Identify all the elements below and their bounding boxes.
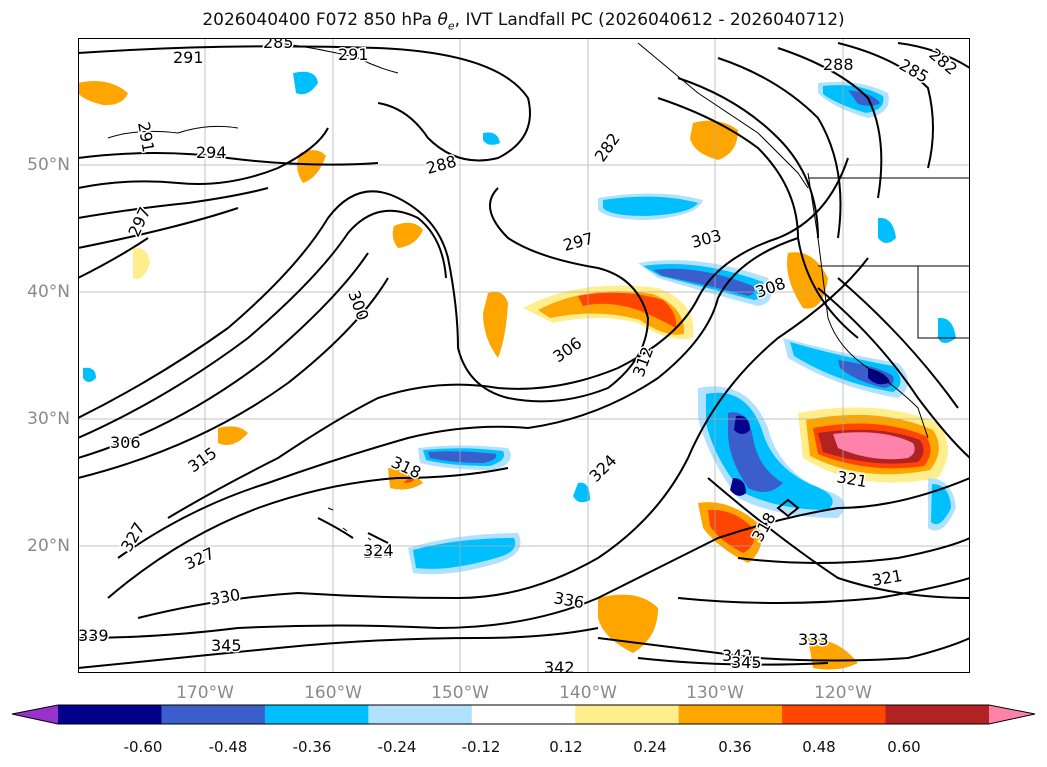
lon-label: 120°W bbox=[814, 683, 872, 703]
colorbar-cell bbox=[368, 705, 473, 724]
contour-label: 342 bbox=[722, 646, 753, 665]
colorbar-tick-label: 0.48 bbox=[802, 738, 836, 756]
colorbar-cell bbox=[782, 705, 887, 724]
contour-label: 306 bbox=[110, 433, 141, 452]
colorbar-tick-label: -0.60 bbox=[123, 738, 163, 756]
colorbar-cell bbox=[575, 705, 680, 724]
lon-label: 150°W bbox=[431, 683, 489, 703]
lat-label: 50°N bbox=[27, 155, 70, 175]
negative-blob bbox=[931, 484, 951, 525]
contour-label: 321 bbox=[835, 467, 868, 491]
contour-label: 324 bbox=[585, 451, 620, 486]
colorbar-tick-label: 0.24 bbox=[633, 738, 667, 756]
colorbar-tick-label: 0.60 bbox=[887, 738, 921, 756]
lon-label: 140°W bbox=[559, 683, 617, 703]
colorbar-cell bbox=[471, 705, 576, 724]
lat-label: 40°N bbox=[27, 282, 70, 302]
positive-blob bbox=[133, 247, 150, 279]
contour-label: 339 bbox=[78, 626, 109, 645]
contour-label: 306 bbox=[549, 333, 585, 366]
negative-blob bbox=[483, 132, 500, 145]
contour-label: 291 bbox=[134, 120, 158, 153]
negative-blob bbox=[603, 196, 698, 216]
colorbar bbox=[11, 704, 1036, 725]
positive-blob bbox=[787, 252, 828, 309]
contour-label: 312 bbox=[629, 344, 657, 379]
negative-blob bbox=[293, 71, 318, 95]
positive-blob bbox=[598, 594, 658, 653]
map-title: 2026040400 F072 850 hPa θe, IVT Landfall… bbox=[202, 10, 845, 33]
contour-label: 345 bbox=[211, 636, 242, 655]
positive-blob bbox=[483, 291, 508, 358]
contour-label: 288 bbox=[424, 152, 458, 178]
ivt-shading bbox=[78, 71, 956, 670]
contour-label: 315 bbox=[184, 443, 220, 476]
colorbar-cell bbox=[58, 705, 162, 724]
contour-label: 291 bbox=[338, 45, 369, 64]
contour-label: 345 bbox=[731, 653, 762, 672]
lon-label: 160°W bbox=[304, 683, 362, 703]
colorbar-tick-label: -0.24 bbox=[377, 738, 417, 756]
contour-label: 294 bbox=[196, 143, 227, 162]
contour-label: 330 bbox=[208, 585, 241, 609]
contour-label: 327 bbox=[182, 543, 218, 573]
colorbar-extend-high bbox=[989, 705, 1035, 724]
contour-label: 300 bbox=[344, 288, 372, 323]
contour-label: 327 bbox=[117, 519, 149, 555]
lat-label: 20°N bbox=[27, 536, 70, 556]
lon-label: 170°W bbox=[176, 683, 234, 703]
negative-blob bbox=[653, 268, 755, 296]
colorbar-tick-label: 0.12 bbox=[549, 738, 583, 756]
contour-label: 324 bbox=[363, 543, 394, 562]
positive-blob bbox=[578, 292, 677, 328]
colorbar-tick-label: -0.36 bbox=[292, 738, 332, 756]
colorbar-cell bbox=[264, 705, 369, 724]
contour-label: 288 bbox=[823, 55, 854, 74]
negative-blob bbox=[83, 367, 96, 382]
positive-blob bbox=[297, 150, 326, 183]
positive-blob bbox=[690, 120, 738, 160]
colorbar-tick-label: -0.12 bbox=[461, 738, 501, 756]
theta-e-contours bbox=[78, 42, 970, 669]
coastlines bbox=[107, 42, 970, 552]
contour-label: 321 bbox=[870, 566, 903, 590]
negative-blob bbox=[573, 482, 590, 503]
colorbar-cell bbox=[885, 705, 990, 724]
colorbar-extend-low bbox=[12, 705, 58, 724]
colorbar-cell bbox=[161, 705, 266, 724]
colorbar-tick-label: 0.36 bbox=[718, 738, 752, 756]
negative-blob bbox=[730, 478, 746, 496]
negative-blob bbox=[823, 85, 884, 113]
colorbar-cell bbox=[678, 705, 783, 724]
positive-blob bbox=[78, 80, 128, 106]
map-plot-area: 285 291 291 291 294 297 297 282 288 285 … bbox=[78, 38, 970, 673]
contour-label: 297 bbox=[561, 229, 595, 255]
contour-label: 291 bbox=[173, 48, 204, 67]
contour-label: 336 bbox=[552, 588, 585, 612]
negative-blob bbox=[428, 451, 497, 463]
positive-blob bbox=[218, 426, 248, 446]
negative-blob bbox=[848, 90, 880, 106]
contour-label: 324 bbox=[363, 541, 394, 560]
map-frame bbox=[78, 38, 970, 673]
positive-blob bbox=[833, 432, 915, 460]
contour-label: 282 bbox=[591, 129, 624, 165]
contour-label: 333 bbox=[798, 630, 829, 649]
colorbar-tick-label: -0.48 bbox=[208, 738, 248, 756]
negative-blob bbox=[878, 217, 896, 243]
lat-label: 30°N bbox=[27, 409, 70, 429]
contour-label: 303 bbox=[689, 226, 723, 252]
contour-label: 342 bbox=[544, 658, 575, 673]
contour-label: 285 bbox=[263, 38, 294, 52]
positive-blob bbox=[808, 638, 858, 670]
positive-blob bbox=[708, 509, 755, 553]
positive-blob bbox=[392, 222, 423, 248]
negative-blob bbox=[734, 415, 750, 434]
lon-label: 130°W bbox=[686, 683, 744, 703]
negative-blob bbox=[938, 317, 956, 343]
